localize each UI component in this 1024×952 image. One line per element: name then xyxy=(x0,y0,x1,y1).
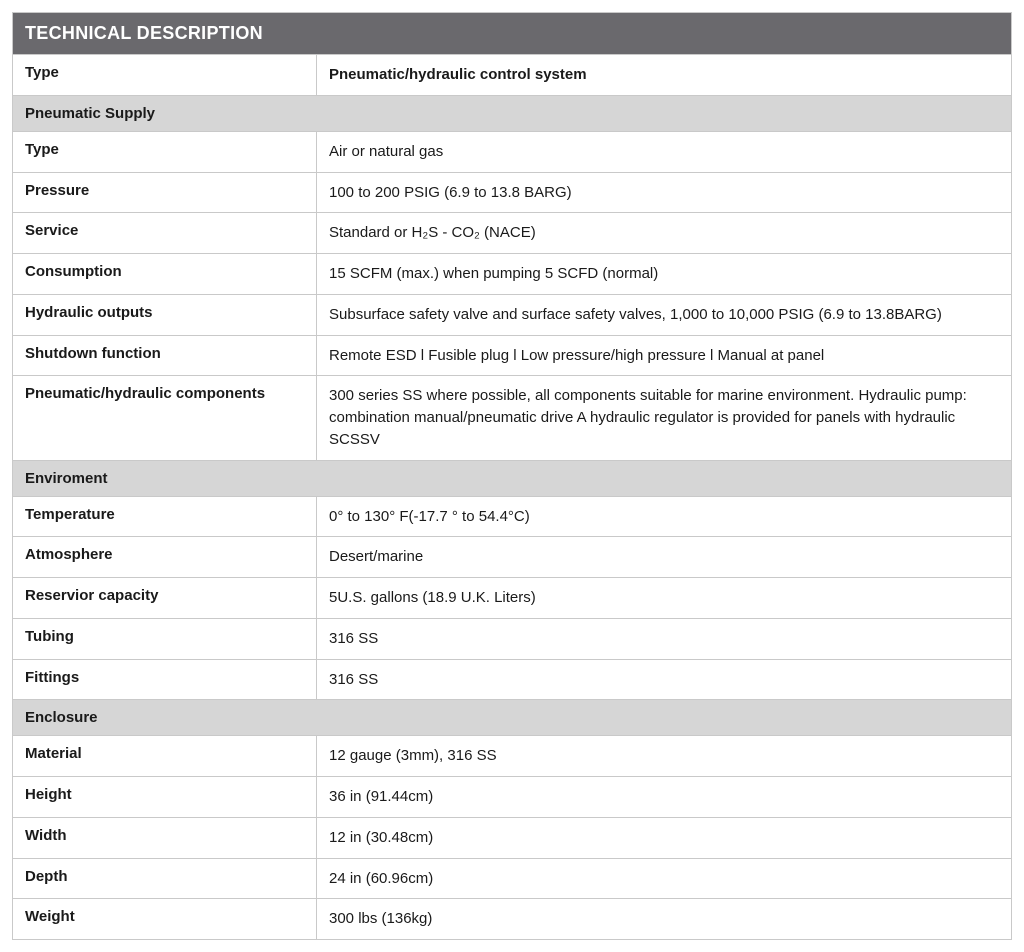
table-row: Shutdown functionRemote ESD l Fusible pl… xyxy=(13,335,1011,376)
table-row: Width12 in (30.48cm) xyxy=(13,817,1011,858)
cell-value: 300 lbs (136kg) xyxy=(317,899,1011,939)
cell-label: Reservior capacity xyxy=(13,578,317,618)
table-row: ServiceStandard or H₂S - CO₂ (NACE) xyxy=(13,212,1011,253)
section-heading: Enclosure xyxy=(13,699,1011,735)
cell-label: Temperature xyxy=(13,497,317,537)
cell-label: Consumption xyxy=(13,254,317,294)
table-row: Pneumatic/hydraulic components300 series… xyxy=(13,375,1011,459)
table-row: Depth24 in (60.96cm) xyxy=(13,858,1011,899)
cell-value: 0° to 130° F(-17.7 ° to 54.4°C) xyxy=(317,497,1011,537)
cell-value: 15 SCFM (max.) when pumping 5 SCFD (norm… xyxy=(317,254,1011,294)
table-row: Weight300 lbs (136kg) xyxy=(13,898,1011,939)
cell-label: Service xyxy=(13,213,317,253)
section-heading: Pneumatic Supply xyxy=(13,95,1011,131)
table-row: Hydraulic outputsSubsurface safety valve… xyxy=(13,294,1011,335)
table-title: TECHNICAL DESCRIPTION xyxy=(13,13,1011,54)
cell-value: Desert/marine xyxy=(317,537,1011,577)
technical-description-table: TECHNICAL DESCRIPTION Type Pneumatic/hyd… xyxy=(12,12,1012,940)
section-heading-label: Enviroment xyxy=(13,461,1011,496)
cell-value: Air or natural gas xyxy=(317,132,1011,172)
table-row: Reservior capacity5U.S. gallons (18.9 U.… xyxy=(13,577,1011,618)
table-row: Temperature 0° to 130° F(-17.7 ° to 54.4… xyxy=(13,496,1011,537)
cell-value: 12 in (30.48cm) xyxy=(317,818,1011,858)
cell-value: Remote ESD l Fusible plug l Low pressure… xyxy=(317,336,1011,376)
section-heading-label: Enclosure xyxy=(13,700,1011,735)
table-row: Fittings316 SS xyxy=(13,659,1011,700)
cell-label: Type xyxy=(13,132,317,172)
section-heading: Enviroment xyxy=(13,460,1011,496)
cell-label: Atmosphere xyxy=(13,537,317,577)
table-row: Tubing316 SS xyxy=(13,618,1011,659)
cell-label: Weight xyxy=(13,899,317,939)
table-row: Pressure100 to 200 PSIG (6.9 to 13.8 BAR… xyxy=(13,172,1011,213)
table-row: Material12 gauge (3mm), 316 SS xyxy=(13,735,1011,776)
table-row: AtmosphereDesert/marine xyxy=(13,536,1011,577)
cell-value: 100 to 200 PSIG (6.9 to 13.8 BARG) xyxy=(317,173,1011,213)
cell-value: 24 in (60.96cm) xyxy=(317,859,1011,899)
cell-label: Type xyxy=(13,55,317,95)
cell-value: 316 SS xyxy=(317,660,1011,700)
cell-value: 300 series SS where possible, all compon… xyxy=(317,376,1011,459)
cell-label: Width xyxy=(13,818,317,858)
cell-value: Standard or H₂S - CO₂ (NACE) xyxy=(317,213,1011,253)
cell-label: Material xyxy=(13,736,317,776)
table-row: TypeAir or natural gas xyxy=(13,131,1011,172)
cell-label: Shutdown function xyxy=(13,336,317,376)
cell-value: Subsurface safety valve and surface safe… xyxy=(317,295,1011,335)
cell-value: 12 gauge (3mm), 316 SS xyxy=(317,736,1011,776)
table-row: Consumption15 SCFM (max.) when pumping 5… xyxy=(13,253,1011,294)
cell-label: Pneumatic/hydraulic components xyxy=(13,376,317,459)
cell-label: Pressure xyxy=(13,173,317,213)
cell-label: Fittings xyxy=(13,660,317,700)
cell-label: Hydraulic outputs xyxy=(13,295,317,335)
cell-value: Pneumatic/hydraulic control system xyxy=(317,55,1011,95)
cell-value: 316 SS xyxy=(317,619,1011,659)
section-heading-label: Pneumatic Supply xyxy=(13,96,1011,131)
cell-label: Depth xyxy=(13,859,317,899)
table-row: Type Pneumatic/hydraulic control system xyxy=(13,54,1011,95)
cell-label: Tubing xyxy=(13,619,317,659)
cell-value: 5U.S. gallons (18.9 U.K. Liters) xyxy=(317,578,1011,618)
